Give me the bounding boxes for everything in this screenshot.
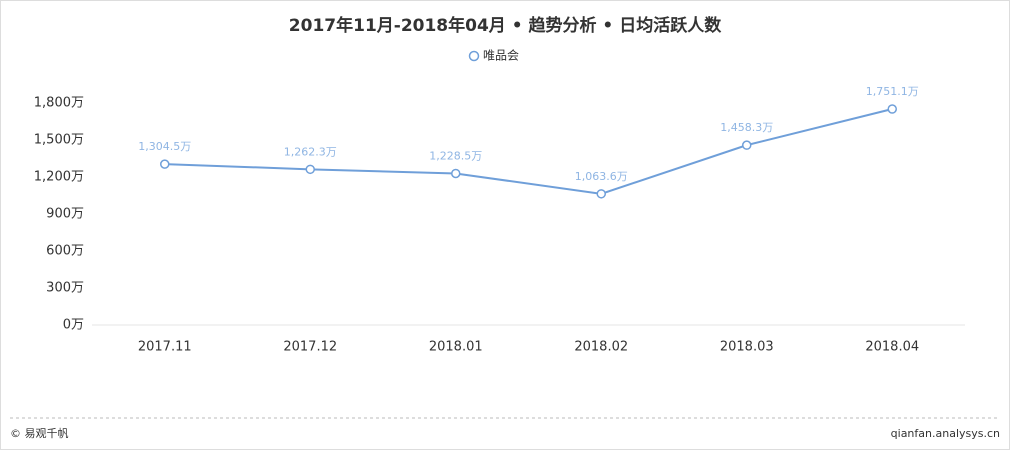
- value-label: 1,751.1万: [866, 85, 919, 98]
- y-tick-label: 1,500万: [34, 133, 84, 148]
- y-tick-label: 300万: [46, 281, 84, 296]
- point: [305, 164, 315, 175]
- x-tick-label: 2018.02: [574, 340, 628, 355]
- value-label: 1,063.6万: [575, 170, 628, 183]
- line: [164, 108, 893, 195]
- point: [451, 168, 461, 179]
- point: [160, 159, 170, 169]
- point: [742, 140, 752, 150]
- x-tick-label: 2018.03: [720, 340, 774, 355]
- footer-left: © 易观千帆: [10, 426, 69, 440]
- point: [596, 189, 606, 199]
- chart-title: 2017年11月-2018年04月 • 趋势分析 • 日均活跃人数: [289, 15, 722, 36]
- point: [887, 104, 897, 114]
- value-label: 1,304.5万: [138, 140, 191, 153]
- x-tick-label: 2017.12: [283, 340, 337, 355]
- y-tick-label: 600万: [46, 244, 84, 259]
- y-tick-label: 1,800万: [34, 96, 84, 111]
- legend-label: 唯品会: [483, 49, 519, 63]
- legend-marker: [468, 50, 480, 62]
- x-tick-label: 2017.11: [138, 340, 192, 355]
- x-tick-label: 2018.04: [865, 340, 919, 355]
- value-label: 1,262.3万: [284, 145, 337, 158]
- footer-right: qianfan.analysys.cn: [891, 427, 1000, 440]
- y-tick-label: 1,200万: [34, 170, 84, 185]
- y-tick-label: 900万: [46, 207, 84, 222]
- value-label: 1,228.5万: [429, 149, 482, 162]
- x-tick-label: 2018.01: [429, 340, 483, 355]
- value-label: 1,458.3万: [720, 121, 773, 134]
- y-tick-label: 0万: [63, 318, 84, 333]
